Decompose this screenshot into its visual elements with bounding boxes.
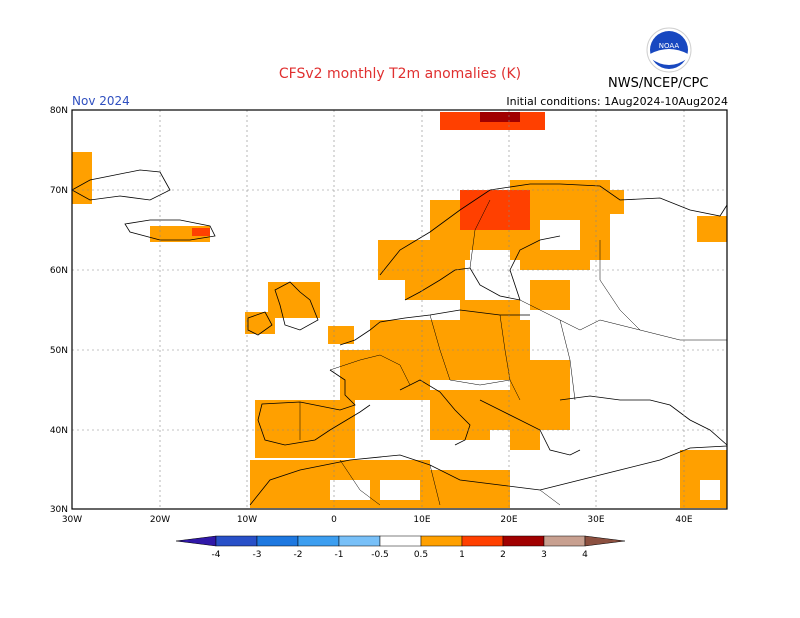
lat-label: 40N [50, 426, 68, 436]
lat-label: 30N [50, 505, 68, 515]
lon-label: 30E [587, 515, 604, 525]
colorbar-swatch [297, 535, 340, 547]
map-title: CFSv2 monthly T2m anomalies (K) [278, 66, 522, 82]
colorbar-arrow-left [175, 535, 217, 547]
colorbar-swatch [379, 535, 422, 547]
colorbar-swatch [215, 535, 258, 547]
initial-conditions: Initial conditions: 1Aug2024-10Aug2024 [506, 95, 728, 108]
noaa-logo: NOAA [646, 27, 692, 73]
colorbar-label: -4 [212, 550, 221, 560]
colorbar-swatch [461, 535, 504, 547]
graticule [72, 110, 727, 509]
colorbar-arrow-right [584, 535, 626, 547]
lon-label: 10E [413, 515, 430, 525]
coastlines [71, 169, 728, 506]
logo-text: NOAA [659, 42, 680, 50]
lon-labels: 30W 20W 10W 0 10E 20E 30E 40E [62, 515, 693, 525]
colorbar-label: 3 [541, 550, 547, 560]
colorbar-swatch [502, 535, 545, 547]
colorbar-swatch [543, 535, 586, 547]
colorbar-label: 0.5 [414, 550, 428, 560]
colorbar-swatch [420, 535, 463, 547]
lon-label: 30W [62, 515, 82, 525]
colorbar-label: -1 [335, 550, 344, 560]
lat-label: 80N [50, 106, 68, 116]
lat-label: 70N [50, 186, 68, 196]
map-frame [71, 109, 728, 510]
colorbar-label: -3 [253, 550, 262, 560]
agency-label: NWS/NCEP/CPC [608, 76, 709, 91]
colorbar-label: 2 [500, 550, 506, 560]
lon-label: 0 [331, 515, 337, 525]
colorbar-swatch [256, 535, 299, 547]
lat-label: 50N [50, 346, 68, 356]
colorbar-label: -0.5 [371, 550, 389, 560]
anomaly-shading-very-strong [480, 112, 520, 122]
colorbar-label: -2 [294, 550, 303, 560]
colorbar: -4 -3 -2 -1 -0.5 0.5 1 2 3 4 [175, 535, 626, 560]
colorbar-label: 4 [582, 550, 588, 560]
map-frame-bg [72, 110, 727, 509]
lon-label: 10W [237, 515, 257, 525]
country-borders [299, 199, 727, 506]
lon-label: 20W [150, 515, 170, 525]
colorbar-swatch [338, 535, 381, 547]
colorbar-label: 1 [459, 550, 465, 560]
lat-labels: 80N 70N 60N 50N 40N 30N [50, 106, 68, 515]
lon-label: 40E [675, 515, 692, 525]
lon-label: 20E [500, 515, 517, 525]
anomaly-holes [330, 220, 720, 500]
forecast-month: Nov 2024 [72, 94, 130, 108]
lat-label: 60N [50, 266, 68, 276]
